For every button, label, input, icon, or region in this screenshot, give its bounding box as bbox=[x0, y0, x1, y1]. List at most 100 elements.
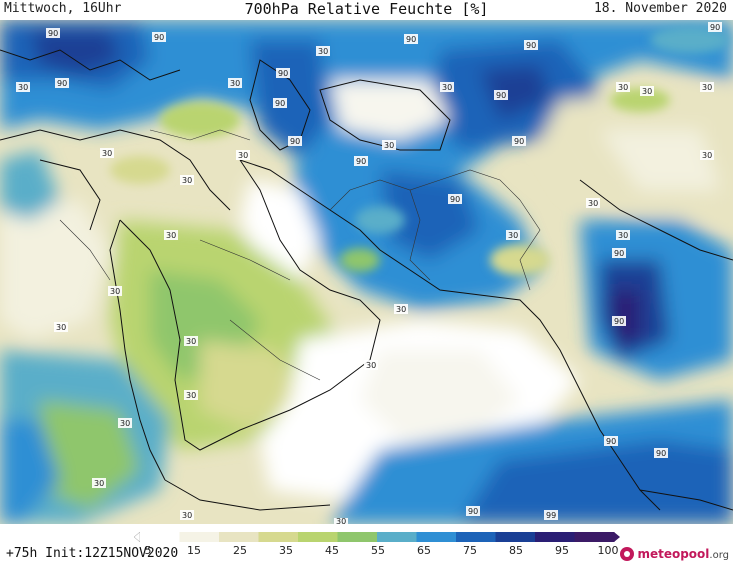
contour-label: 30 bbox=[118, 418, 132, 428]
colorbar-segment bbox=[574, 532, 615, 542]
colorbar-tick-label: 75 bbox=[463, 544, 477, 557]
contour-label: 90 bbox=[55, 78, 69, 88]
svg-text:30: 30 bbox=[442, 83, 452, 92]
contour-label: 30 bbox=[586, 198, 600, 208]
colorbar-segment bbox=[258, 532, 299, 542]
contour-label: 30 bbox=[54, 322, 68, 332]
svg-text:30: 30 bbox=[366, 361, 376, 370]
svg-text:30: 30 bbox=[110, 287, 120, 296]
logo-name: meteopool bbox=[637, 547, 710, 561]
colorbar-tick-label: 35 bbox=[279, 544, 293, 557]
contour-label: 30 bbox=[108, 286, 122, 296]
svg-text:99: 99 bbox=[546, 511, 556, 520]
map-title: 700hPa Relative Feuchte [%] bbox=[244, 0, 489, 18]
svg-text:90: 90 bbox=[48, 29, 58, 38]
svg-text:90: 90 bbox=[406, 35, 416, 44]
svg-text:90: 90 bbox=[710, 23, 720, 32]
svg-text:30: 30 bbox=[102, 149, 112, 158]
humidity-field bbox=[0, 20, 733, 524]
svg-text:30: 30 bbox=[94, 479, 104, 488]
svg-text:30: 30 bbox=[384, 141, 394, 150]
contour-label: 30 bbox=[700, 150, 714, 160]
contour-label: 30 bbox=[184, 390, 198, 400]
humidity-map-svg: 90 90 90 90 90 90 90 90 90 90 90 90 90 9… bbox=[0, 20, 733, 524]
colorbar-tick-label: 25 bbox=[233, 544, 247, 557]
svg-text:90: 90 bbox=[290, 137, 300, 146]
colorbar-segment bbox=[495, 532, 536, 542]
svg-text:90: 90 bbox=[606, 437, 616, 446]
contour-label: 30 bbox=[16, 82, 30, 92]
contour-label: 30 bbox=[164, 230, 178, 240]
contour-label: 30 bbox=[180, 175, 194, 185]
meteopool-logo[interactable]: meteopool.org bbox=[620, 544, 729, 564]
contour-label: 30 bbox=[316, 46, 330, 56]
colorbar-segment bbox=[219, 532, 259, 542]
init-time-label: +75h Init:12Z15NOV2020 bbox=[6, 546, 179, 561]
svg-text:90: 90 bbox=[526, 41, 536, 50]
svg-text:30: 30 bbox=[186, 337, 196, 346]
svg-text:30: 30 bbox=[230, 79, 240, 88]
footer: 5 15 25 35 45 55 65 75 85 95 100 +75h Init:12Z15NO… bbox=[0, 524, 733, 566]
svg-text:30: 30 bbox=[702, 151, 712, 160]
header: Mittwoch, 16Uhr 700hPa Relative Feuchte … bbox=[0, 0, 733, 20]
contour-label: 30 bbox=[184, 336, 198, 346]
colorbar-wedge-high bbox=[614, 532, 620, 542]
logo-tld: .org bbox=[709, 550, 729, 561]
colorbar-segment bbox=[416, 532, 457, 542]
svg-text:30: 30 bbox=[120, 419, 130, 428]
svg-text:30: 30 bbox=[396, 305, 406, 314]
valid-day-label: Mittwoch, 16Uhr bbox=[4, 1, 122, 16]
svg-text:30: 30 bbox=[182, 511, 192, 520]
colorbar-tick-label: 55 bbox=[371, 544, 385, 557]
colorbar-segment bbox=[377, 532, 417, 542]
contour-label: 30 bbox=[382, 140, 396, 150]
contour-label: 30 bbox=[506, 230, 520, 240]
svg-text:90: 90 bbox=[496, 91, 506, 100]
svg-text:30: 30 bbox=[18, 83, 28, 92]
colorbar bbox=[134, 532, 620, 542]
contour-label: 90 bbox=[612, 316, 626, 326]
svg-text:90: 90 bbox=[57, 79, 67, 88]
humidity-detail bbox=[110, 26, 730, 276]
contour-label: 90 bbox=[354, 156, 368, 166]
contour-label: 90 bbox=[612, 248, 626, 258]
svg-text:90: 90 bbox=[656, 449, 666, 458]
contour-label: 30 bbox=[700, 82, 714, 92]
colorbar-tick-label: 15 bbox=[187, 544, 201, 557]
colorbar-tick-label: 5 bbox=[144, 544, 152, 557]
svg-text:30: 30 bbox=[186, 391, 196, 400]
contour-label: 90 bbox=[466, 506, 480, 516]
contour-label: 90 bbox=[46, 28, 60, 38]
contour-label: 30 bbox=[100, 148, 114, 158]
contour-label: 30 bbox=[236, 150, 250, 160]
svg-text:90: 90 bbox=[514, 137, 524, 146]
colorbar-tick-label: 95 bbox=[555, 544, 569, 557]
contour-labels: 90 90 90 90 90 90 90 90 90 90 90 90 90 9… bbox=[16, 22, 722, 524]
svg-text:30: 30 bbox=[702, 83, 712, 92]
colorbar-segment bbox=[535, 532, 575, 542]
contour-label: 90 bbox=[494, 90, 508, 100]
contour-label: 30 bbox=[616, 82, 630, 92]
colorbar-tick-label: 65 bbox=[417, 544, 431, 557]
svg-text:30: 30 bbox=[56, 323, 66, 332]
contour-label: 90 bbox=[276, 68, 290, 78]
contour-label: 90 bbox=[604, 436, 618, 446]
svg-text:30: 30 bbox=[166, 231, 176, 240]
svg-text:90: 90 bbox=[356, 157, 366, 166]
colorbar-segment bbox=[179, 532, 220, 542]
svg-text:30: 30 bbox=[588, 199, 598, 208]
contour-label: 30 bbox=[440, 82, 454, 92]
colorbar-segment bbox=[298, 532, 338, 542]
contour-label: 30 bbox=[394, 304, 408, 314]
colorbar-tick-label: 85 bbox=[509, 544, 523, 557]
contour-label: 90 bbox=[404, 34, 418, 44]
svg-text:90: 90 bbox=[450, 195, 460, 204]
colorbar-segment bbox=[140, 532, 180, 542]
svg-text:30: 30 bbox=[182, 176, 192, 185]
svg-text:30: 30 bbox=[618, 231, 628, 240]
valid-date-label: 18. November 2020 bbox=[593, 1, 727, 16]
contour-label: 90 bbox=[524, 40, 538, 50]
contour-label: 30 bbox=[228, 78, 242, 88]
svg-text:30: 30 bbox=[318, 47, 328, 56]
contour-label: 99 bbox=[544, 510, 558, 520]
